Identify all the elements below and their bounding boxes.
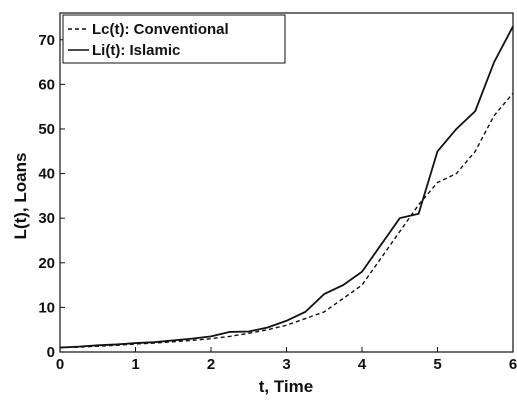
y-axis-label: L(t), Loans [11,153,30,240]
x-tick-label: 4 [358,356,367,373]
y-tick-label: 10 [38,299,55,316]
y-tick-label: 40 [38,166,55,183]
x-axis-label: t, Time [259,377,313,396]
plot-frame [59,12,514,353]
y-tick-label: 30 [38,210,55,227]
series-line [59,92,514,349]
x-tick-label: 0 [56,356,64,373]
y-tick-label: 20 [38,255,55,272]
x-tick-label: 1 [131,356,139,373]
series-line [59,25,514,349]
y-tick-label: 50 [38,121,55,138]
legend-box [62,14,286,64]
y-tick-label: 0 [47,344,55,361]
y-tick-label: 70 [38,32,55,49]
x-tick-label: 3 [282,356,290,373]
x-tick-label: 2 [207,356,215,373]
x-tick-label: 6 [509,356,517,373]
legend-label: Lc(t): Conventional [92,21,229,38]
y-tick-label: 60 [38,76,55,93]
legend-label: Li(t): Islamic [92,42,180,59]
x-tick-label: 5 [433,356,441,373]
